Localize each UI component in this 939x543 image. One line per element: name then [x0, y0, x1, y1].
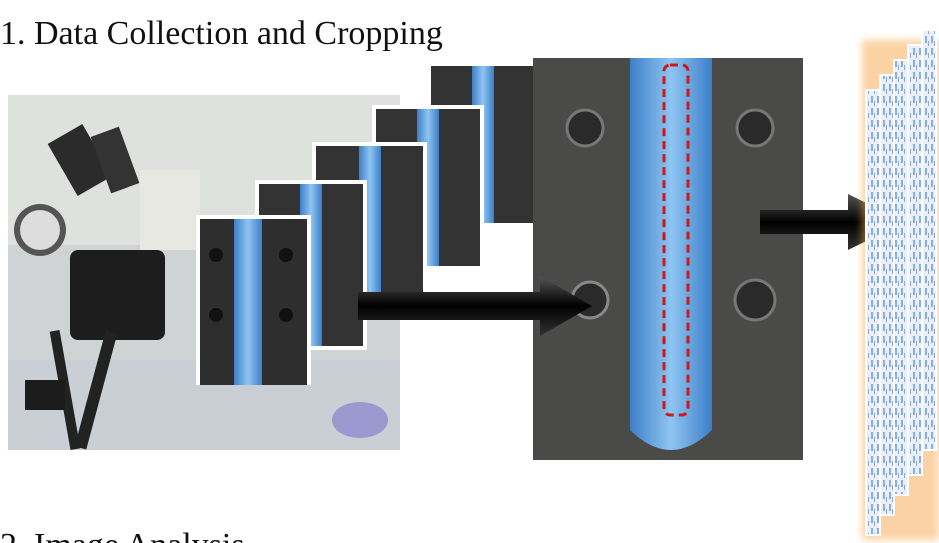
section-title: 1. Data Collection and Cropping — [0, 15, 443, 52]
figure: 1. Data Collection and Cropping — [0, 0, 939, 543]
zoomed-crop — [533, 58, 803, 460]
section-title: 2. Image Analysis — [0, 527, 245, 543]
cropped-strips — [862, 30, 939, 540]
